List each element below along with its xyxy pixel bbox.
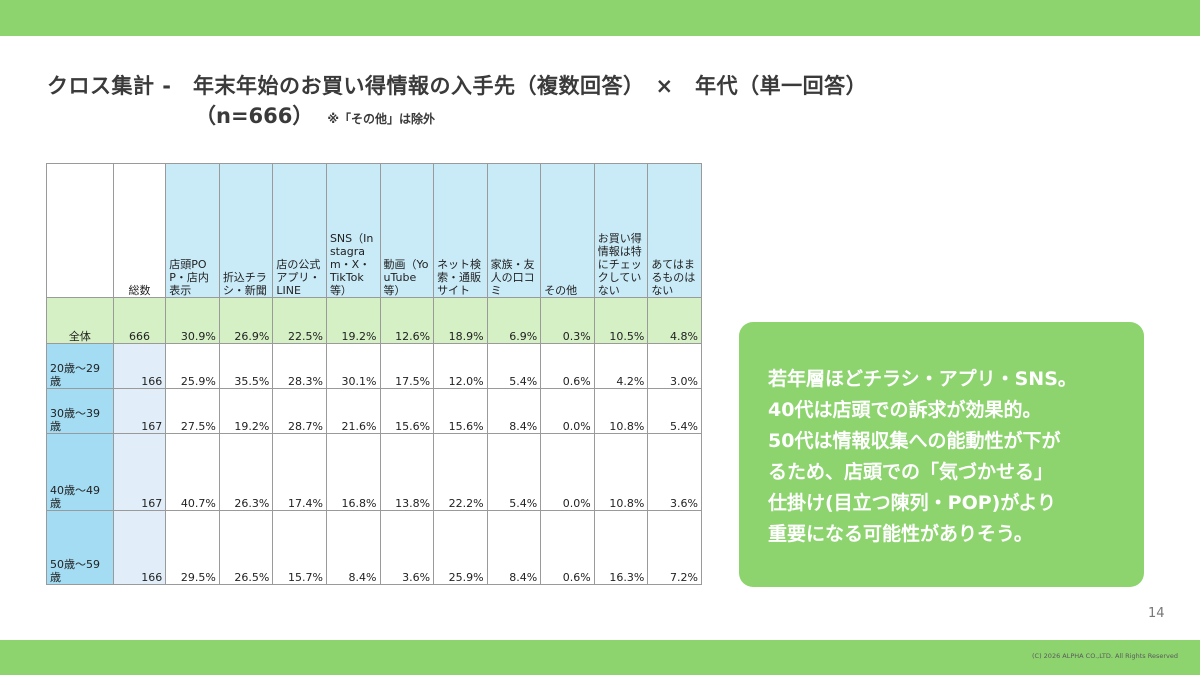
insight-text: 若年層ほどチラシ・アプリ・SNS。 40代は店頭での訴求が効果的。 50代は情報… xyxy=(768,364,1128,550)
column-header: お買い得情報は特にチェックしていない xyxy=(593,163,649,298)
row-label: 40歳～49歳 xyxy=(46,433,114,511)
table-cell: 25.9% xyxy=(165,343,220,389)
column-header: あてはまるものはない xyxy=(647,163,702,298)
table-cell: 28.7% xyxy=(272,388,327,434)
table-cell: 26.9% xyxy=(218,297,274,344)
table-cell: 0.3% xyxy=(540,297,595,344)
row-count: 166 xyxy=(112,343,167,389)
table-cell: 3.6% xyxy=(379,510,435,585)
column-header: 折込チラシ・新聞 xyxy=(218,163,274,298)
table-cell: 8.4% xyxy=(325,510,381,585)
column-header: ネット検索・通販サイト xyxy=(433,163,488,298)
table-cell: 10.5% xyxy=(593,297,649,344)
column-header: 家族・友人の口コミ xyxy=(486,163,542,298)
table-cell: 17.4% xyxy=(272,433,327,511)
table-cell: 16.8% xyxy=(325,433,381,511)
table-cell: 4.2% xyxy=(593,343,649,389)
table-cell: 35.5% xyxy=(218,343,274,389)
page-subtitle: （n=666） ※「その他」は除外 xyxy=(195,100,435,130)
table-cell: 19.2% xyxy=(218,388,274,434)
table-cell: 5.4% xyxy=(486,433,542,511)
table-cell: 0.0% xyxy=(540,388,595,434)
column-header: SNS（Instagram・X・TikTok等） xyxy=(325,163,381,298)
column-header: 動画（YouTube等） xyxy=(379,163,435,298)
insight-line: 40代は店頭での訴求が効果的。 xyxy=(768,399,1042,421)
table-cell: 19.2% xyxy=(325,297,381,344)
insight-callout: 若年層ほどチラシ・アプリ・SNS。 40代は店頭での訴求が効果的。 50代は情報… xyxy=(739,322,1144,587)
insight-line: 仕掛け(目立つ陳列・POP)がより xyxy=(768,492,1057,514)
bottom-accent-band xyxy=(0,640,1200,675)
insight-line: るため、店頭での「気づかせる」 xyxy=(768,461,1054,483)
table-header-row: 総数 店頭POP・店内表示 折込チラシ・新聞 店の公式アプリ・LINE SNS（… xyxy=(46,163,702,298)
table-cell: 12.6% xyxy=(379,297,435,344)
table-cell: 0.6% xyxy=(540,510,595,585)
table-cell: 3.6% xyxy=(647,433,702,511)
table-cell: 0.0% xyxy=(540,433,595,511)
table-cell: 5.4% xyxy=(647,388,702,434)
table-cell: 28.3% xyxy=(272,343,327,389)
table-cell: 29.5% xyxy=(165,510,220,585)
table-cell: 16.3% xyxy=(593,510,649,585)
page-number: 14 xyxy=(1148,606,1165,621)
table-cell: 17.5% xyxy=(379,343,435,389)
insight-line: 50代は情報収集への能動性が下が xyxy=(768,430,1061,452)
table-row: 50歳～59歳 166 29.5% 26.5% 15.7% 8.4% 3.6% … xyxy=(46,510,702,585)
row-count: 666 xyxy=(112,297,167,344)
table-cell: 7.2% xyxy=(647,510,702,585)
table-cell: 10.8% xyxy=(593,433,649,511)
table-cell: 3.0% xyxy=(647,343,702,389)
row-count: 167 xyxy=(112,388,167,434)
table-cell: 22.2% xyxy=(433,433,488,511)
table-cell: 12.0% xyxy=(433,343,488,389)
table-cell: 26.5% xyxy=(218,510,274,585)
table-cell: 27.5% xyxy=(165,388,220,434)
corner-cell xyxy=(46,163,114,298)
row-label: 30歳～39歳 xyxy=(46,388,114,434)
row-label: 全体 xyxy=(46,297,114,344)
column-header: その他 xyxy=(540,163,595,298)
table-cell: 6.9% xyxy=(486,297,542,344)
copyright-notice: (C) 2026 ALPHA CO.,LTD. All Rights Reser… xyxy=(1032,652,1178,660)
column-header: 店頭POP・店内表示 xyxy=(165,163,220,298)
table-cell: 0.6% xyxy=(540,343,595,389)
page-title: クロス集計 - 年末年始のお買い得情報の入手先（複数回答） × 年代（単一回答） xyxy=(47,74,868,98)
table-cell: 13.8% xyxy=(379,433,435,511)
table-cell: 5.4% xyxy=(486,343,542,389)
table-cell: 8.4% xyxy=(486,388,542,434)
table-cell: 26.3% xyxy=(218,433,274,511)
column-header-total: 総数 xyxy=(112,163,167,298)
table-cell: 10.8% xyxy=(593,388,649,434)
table-cell: 25.9% xyxy=(433,510,488,585)
table-row: 20歳～29歳 166 25.9% 35.5% 28.3% 30.1% 17.5… xyxy=(46,343,702,389)
cross-tab-table: 総数 店頭POP・店内表示 折込チラシ・新聞 店の公式アプリ・LINE SNS（… xyxy=(46,163,702,585)
table-cell: 40.7% xyxy=(165,433,220,511)
row-label: 20歳～29歳 xyxy=(46,343,114,389)
table-row-total: 全体 666 30.9% 26.9% 22.5% 19.2% 12.6% 18.… xyxy=(46,297,702,344)
column-header: 店の公式アプリ・LINE xyxy=(272,163,327,298)
table-cell: 30.9% xyxy=(165,297,220,344)
table-cell: 21.6% xyxy=(325,388,381,434)
table-cell: 18.9% xyxy=(433,297,488,344)
row-count: 166 xyxy=(112,510,167,585)
table-cell: 15.7% xyxy=(272,510,327,585)
table-cell: 15.6% xyxy=(433,388,488,434)
table-cell: 15.6% xyxy=(379,388,435,434)
top-accent-band xyxy=(0,0,1200,36)
table-cell: 4.8% xyxy=(647,297,702,344)
table-row: 30歳～39歳 167 27.5% 19.2% 28.7% 21.6% 15.6… xyxy=(46,388,702,434)
table-cell: 8.4% xyxy=(486,510,542,585)
insight-line: 重要になる可能性がありそう。 xyxy=(768,523,1033,545)
table-row: 40歳～49歳 167 40.7% 26.3% 17.4% 16.8% 13.8… xyxy=(46,433,702,511)
row-label: 50歳～59歳 xyxy=(46,510,114,585)
insight-line: 若年層ほどチラシ・アプリ・SNS。 xyxy=(768,368,1077,390)
sample-size: （n=666） xyxy=(195,104,314,128)
table-cell: 30.1% xyxy=(325,343,381,389)
table-cell: 22.5% xyxy=(272,297,327,344)
exclusion-note: ※「その他」は除外 xyxy=(327,112,436,126)
row-count: 167 xyxy=(112,433,167,511)
